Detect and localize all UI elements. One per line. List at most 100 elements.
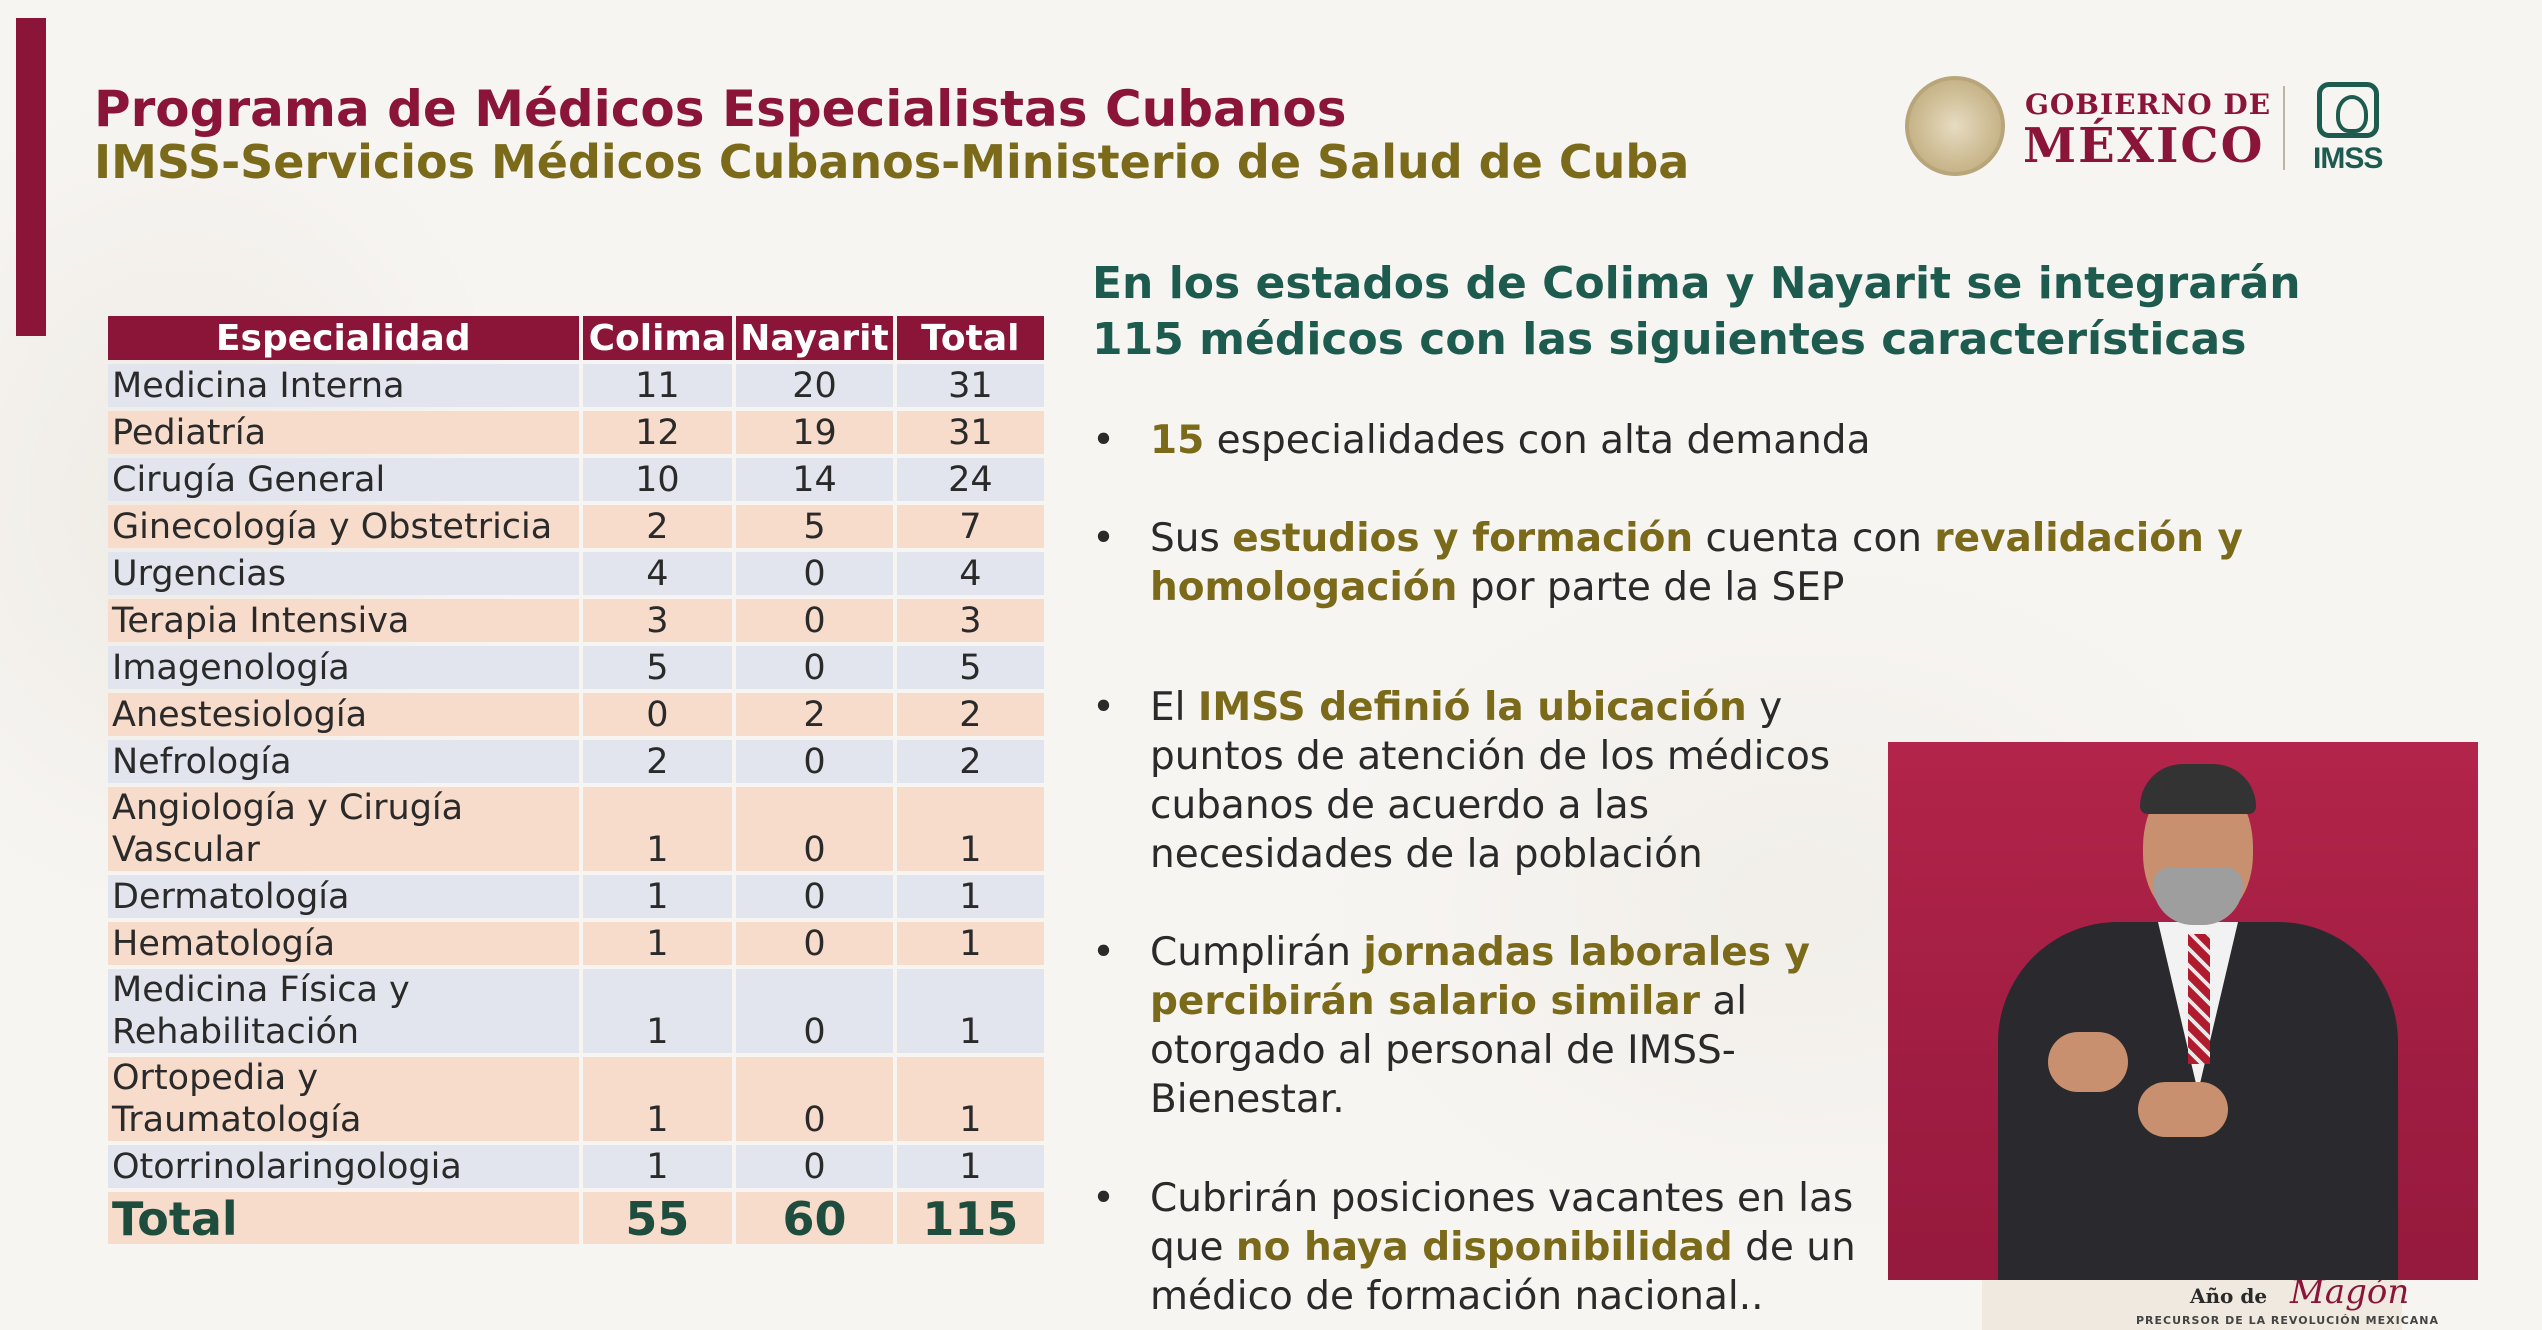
plain-text: cuenta con: [1693, 516, 1935, 561]
interpreter-beard: [2153, 867, 2243, 925]
cell-nayarit: 0: [736, 969, 893, 1053]
header-nayarit: Nayarit: [736, 316, 893, 360]
gobierno-logo-top: GOBIERNO DE: [2025, 88, 2272, 121]
cell-total: 3: [896, 599, 1044, 642]
plain-text: El: [1150, 685, 1198, 730]
total-colima: 55: [582, 1192, 733, 1244]
cell-nayarit: 0: [736, 552, 893, 595]
cell-specialty: Pediatría: [108, 411, 579, 454]
cell-nayarit: 14: [736, 458, 893, 501]
header-logos: GOBIERNO DE MÉXICO IMSS: [1905, 72, 2395, 182]
header-total: Total: [896, 316, 1044, 360]
bullet-item: • 15 especialidades con alta demanda: [1092, 416, 2192, 468]
banner-small-text: Año de: [2190, 1284, 2268, 1308]
bullet-dot: •: [1092, 685, 1116, 730]
banner-foot-text: PRECURSOR DE LA REVOLUCIÓN MEXICANA: [2136, 1314, 2440, 1327]
cell-specialty: Urgencias: [108, 552, 579, 595]
cell-colima: 0: [582, 693, 733, 736]
bullet-dot: •: [1092, 516, 1116, 561]
plain-text: por parte de la SEP: [1457, 565, 1845, 610]
cell-nayarit: 0: [736, 646, 893, 689]
cell-total: 7: [896, 505, 1044, 548]
table-row: Anestesiología 0 2 2: [108, 693, 1044, 736]
cell-colima: 1: [582, 1057, 733, 1141]
bullet-dot: •: [1092, 930, 1116, 975]
cell-total: 1: [896, 922, 1044, 965]
gobierno-logo-bottom: MÉXICO: [2023, 118, 2265, 174]
imss-emblem-icon: [2317, 82, 2379, 138]
cell-total: 31: [896, 364, 1044, 407]
cell-total: 2: [896, 693, 1044, 736]
cell-nayarit: 0: [736, 599, 893, 642]
cell-colima: 2: [582, 505, 733, 548]
national-seal-icon: [1905, 76, 2005, 176]
cell-colima: 1: [582, 875, 733, 918]
plain-text: Cumplirán: [1150, 930, 1364, 975]
interpreter-hand: [2048, 1032, 2128, 1092]
highlight-text: revalidación y homologación: [1150, 516, 2243, 610]
highlight-text: IMSS definió la ubicación: [1197, 685, 1747, 730]
cell-total: 1: [896, 969, 1044, 1053]
specialties-table: Especialidad Colima Nayarit Total Medici…: [108, 312, 1044, 1248]
cell-total: 1: [896, 1057, 1044, 1141]
cell-specialty: Medicina Física y Rehabilitación: [108, 969, 579, 1053]
cell-nayarit: 0: [736, 1145, 893, 1188]
bullet-text: Cumplirán jornadas laborales y percibirá…: [1150, 928, 1870, 1124]
sign-language-interpreter-video: [1888, 742, 2478, 1280]
cell-total: 31: [896, 411, 1044, 454]
cell-colima: 3: [582, 599, 733, 642]
cell-colima: 1: [582, 922, 733, 965]
total-label: Total: [108, 1192, 579, 1244]
table-row: Cirugía General 10 14 24: [108, 458, 1044, 501]
cell-specialty: Ginecología y Obstetricia: [108, 505, 579, 548]
cell-specialty: Otorrinolaringologia: [108, 1145, 579, 1188]
highlight-text: estudios y formación: [1232, 516, 1694, 561]
bullet-item: • El IMSS definió la ubicación y puntos …: [1092, 683, 1882, 883]
cell-colima: 2: [582, 740, 733, 783]
cell-colima: 1: [582, 787, 733, 871]
cell-nayarit: 0: [736, 1057, 893, 1141]
cell-nayarit: 0: [736, 787, 893, 871]
table-row: Ortopedia y Traumatología 1 0 1: [108, 1057, 1044, 1141]
cell-specialty: Ortopedia y Traumatología: [108, 1057, 579, 1141]
logo-divider: [2283, 86, 2285, 170]
highlight-text: jornadas laborales y percibirán salario …: [1150, 930, 1810, 1024]
cell-total: 2: [896, 740, 1044, 783]
interpreter-hand: [2138, 1082, 2228, 1137]
table-row: Otorrinolaringologia 1 0 1: [108, 1145, 1044, 1188]
table-row: Hematología 1 0 1: [108, 922, 1044, 965]
cell-specialty: Terapia Intensiva: [108, 599, 579, 642]
cell-nayarit: 20: [736, 364, 893, 407]
header-colima: Colima: [582, 316, 733, 360]
cell-specialty: Hematología: [108, 922, 579, 965]
plain-text: Cubrirán posiciones vacantes en las que: [1150, 1176, 1854, 1270]
highlight-text: 15: [1150, 418, 1205, 463]
cell-colima: 1: [582, 1145, 733, 1188]
cell-specialty: Cirugía General: [108, 458, 579, 501]
cell-colima: 5: [582, 646, 733, 689]
cell-specialty: Medicina Interna: [108, 364, 579, 407]
plain-text: al otorgado al personal de IMSS-Bienesta…: [1150, 979, 1748, 1122]
accent-bar: [16, 18, 46, 336]
cell-colima: 12: [582, 411, 733, 454]
cell-total: 1: [896, 787, 1044, 871]
bullet-dot: •: [1092, 418, 1116, 463]
plain-text: y puntos de atención de los médicos cuba…: [1150, 685, 1831, 877]
plain-text: de un médico de formación nacional..: [1150, 1225, 1856, 1319]
cell-colima: 10: [582, 458, 733, 501]
table-total-row: Total 55 60 115: [108, 1192, 1044, 1244]
bullet-dot: •: [1092, 1176, 1116, 1221]
cell-nayarit: 2: [736, 693, 893, 736]
table-row: Nefrología 2 0 2: [108, 740, 1044, 783]
header-especialidad: Especialidad: [108, 316, 579, 360]
cell-specialty: Angiología y Cirugía Vascular: [108, 787, 579, 871]
cell-colima: 11: [582, 364, 733, 407]
interpreter-hair: [2140, 764, 2256, 814]
bullet-text: Cubrirán posiciones vacantes en las que …: [1150, 1174, 1870, 1321]
cell-specialty: Anestesiología: [108, 693, 579, 736]
cell-colima: 1: [582, 969, 733, 1053]
cell-nayarit: 0: [736, 875, 893, 918]
table-header-row: Especialidad Colima Nayarit Total: [108, 316, 1044, 360]
cell-nayarit: 0: [736, 922, 893, 965]
interpreter-tie: [2188, 934, 2210, 1064]
